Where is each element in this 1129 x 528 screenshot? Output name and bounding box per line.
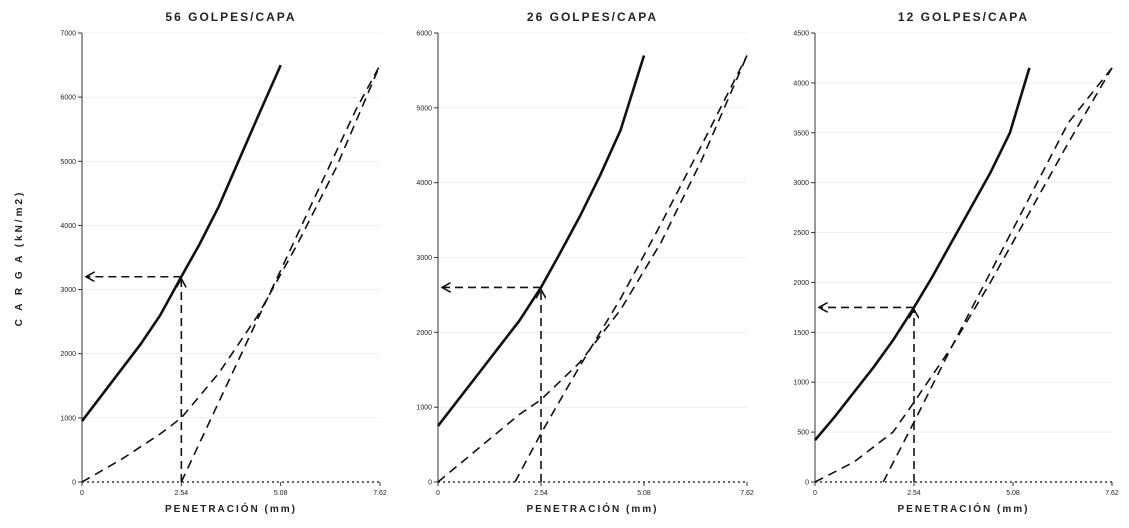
x-axis-label: PENETRACIÓN (mm) bbox=[897, 502, 1029, 515]
series-line-2 bbox=[81, 64, 381, 483]
y-tick-label: 2000 bbox=[60, 351, 76, 358]
x-tick-label: 2.54 bbox=[907, 490, 921, 497]
y-tick-label: 500 bbox=[797, 430, 809, 437]
series-line-3 bbox=[514, 55, 748, 483]
y-axis-label: C A R G A (kN/m2) bbox=[14, 190, 25, 327]
chart-title: 26 GOLPES/CAPA bbox=[527, 10, 658, 24]
y-tick-label: 6000 bbox=[60, 95, 76, 102]
y-tick-label: 1000 bbox=[60, 415, 76, 422]
x-axis-label: PENETRACIÓN (mm) bbox=[165, 502, 297, 515]
x-tick-label: 5.08 bbox=[274, 490, 288, 497]
y-tick-label: 0 bbox=[805, 480, 809, 487]
y-tick-label: 4500 bbox=[793, 31, 809, 38]
y-tick-label: 4000 bbox=[793, 80, 809, 87]
chart-title: 12 GOLPES/CAPA bbox=[898, 10, 1029, 24]
y-tick-label: 0 bbox=[428, 480, 432, 487]
y-tick-label: 3000 bbox=[416, 255, 432, 262]
y-tick-label: 7000 bbox=[60, 31, 76, 38]
y-tick-label: 3000 bbox=[793, 180, 809, 187]
y-tick-label: 4000 bbox=[416, 180, 432, 187]
x-tick-label: 7.62 bbox=[740, 490, 754, 497]
x-tick-label: 0 bbox=[80, 490, 84, 497]
y-tick-label: 2000 bbox=[416, 330, 432, 337]
y-tick-label: 6000 bbox=[416, 31, 432, 38]
series-line-2 bbox=[814, 67, 1113, 483]
chart-panel-2: 0 1000 2000 3000 4000 5000 6000 0 2.54 5.08 7.62 26… bbox=[416, 10, 753, 515]
y-tick-label: 5000 bbox=[60, 159, 76, 166]
y-tick-label: 1000 bbox=[793, 380, 809, 387]
chart-panel-3: 0 500 1000 1500 2000 2500 3000 3500 4000 4500 0 2.5… bbox=[793, 10, 1118, 515]
series-line-3 bbox=[882, 67, 1113, 483]
y-tick-label: 4000 bbox=[60, 223, 76, 230]
y-tick-label: 1500 bbox=[793, 330, 809, 337]
y-tick-label: 0 bbox=[72, 480, 76, 487]
x-tick-label: 7.62 bbox=[1105, 490, 1119, 497]
x-tick-label: 0 bbox=[436, 490, 440, 497]
y-tick-label: 1000 bbox=[416, 405, 432, 412]
x-tick-label: 0 bbox=[813, 490, 817, 497]
y-tick-label: 5000 bbox=[416, 105, 432, 112]
x-tick-label: 2.54 bbox=[175, 490, 189, 497]
x-tick-label: 7.62 bbox=[373, 490, 387, 497]
series-line-3 bbox=[180, 64, 381, 483]
x-tick-label: 2.54 bbox=[534, 490, 548, 497]
chart-panel-1: 0 1000 2000 3000 4000 5000 6000 7000 0 2.54 5.08 7.… bbox=[60, 10, 386, 515]
y-tick-label: 2000 bbox=[793, 280, 809, 287]
series-line-1 bbox=[814, 67, 1031, 441]
y-tick-label: 2500 bbox=[793, 230, 809, 237]
x-tick-label: 5.08 bbox=[1006, 490, 1020, 497]
series-line-1 bbox=[80, 64, 282, 422]
y-tick-label: 3500 bbox=[793, 130, 809, 137]
x-axis-label: PENETRACIÓN (mm) bbox=[526, 502, 658, 515]
x-tick-label: 5.08 bbox=[637, 490, 651, 497]
y-tick-label: 3000 bbox=[60, 287, 76, 294]
chart-title: 56 GOLPES/CAPA bbox=[165, 10, 296, 24]
series-line-2 bbox=[437, 55, 748, 483]
